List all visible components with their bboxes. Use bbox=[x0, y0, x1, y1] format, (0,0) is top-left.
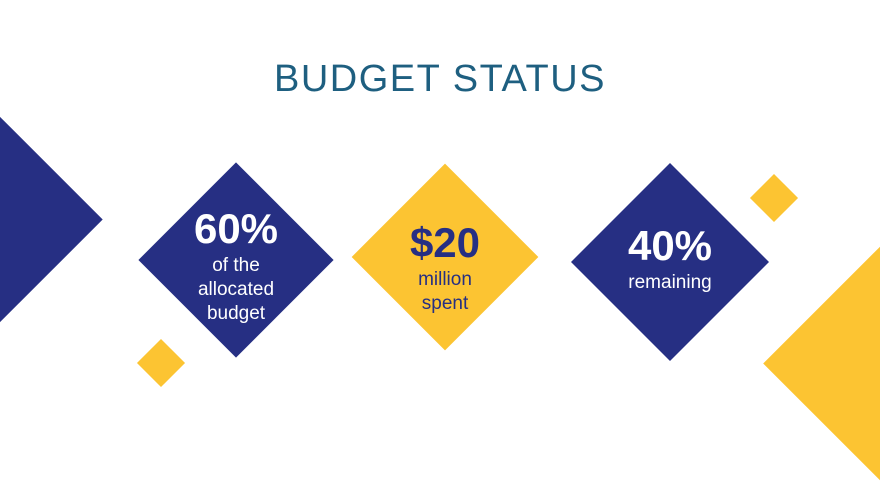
decor-diamond-small-yellow-left bbox=[136, 338, 186, 388]
decor-diamond-small-yellow-right bbox=[749, 173, 799, 223]
stat-label-line: million bbox=[418, 269, 472, 290]
stat-label-line: of the bbox=[212, 255, 260, 276]
stat-label-line: budget bbox=[206, 303, 266, 324]
stat-label-remaining: remaining bbox=[628, 271, 711, 295]
stat-value-allocated: 60% bbox=[193, 205, 279, 252]
stat-label-spent: million spent bbox=[418, 268, 472, 316]
stat-diamond-spent: $20 million spent bbox=[351, 163, 539, 351]
stat-label-line: allocated bbox=[197, 279, 275, 300]
stat-value-remaining: 40% bbox=[627, 222, 713, 269]
stat-label-line: remaining bbox=[628, 272, 712, 293]
decor-diamond-left-navy bbox=[0, 111, 103, 328]
stat-diamond-remaining: 40% remaining bbox=[571, 163, 769, 361]
decor-diamond-large-yellow-bottom-right bbox=[763, 183, 880, 495]
stat-content-spent: $20 million spent bbox=[379, 191, 511, 323]
stat-value-spent: $20 bbox=[409, 219, 481, 266]
page-title: BUDGET STATUS bbox=[274, 58, 606, 100]
stat-content-allocated: 60% of the allocated budget bbox=[167, 191, 305, 329]
stat-label-line: spent bbox=[421, 293, 469, 314]
stat-diamond-allocated: 60% of the allocated budget bbox=[138, 162, 334, 358]
stat-label-allocated: of the allocated budget bbox=[198, 254, 274, 326]
stat-content-remaining: 40% remaining bbox=[600, 192, 740, 332]
